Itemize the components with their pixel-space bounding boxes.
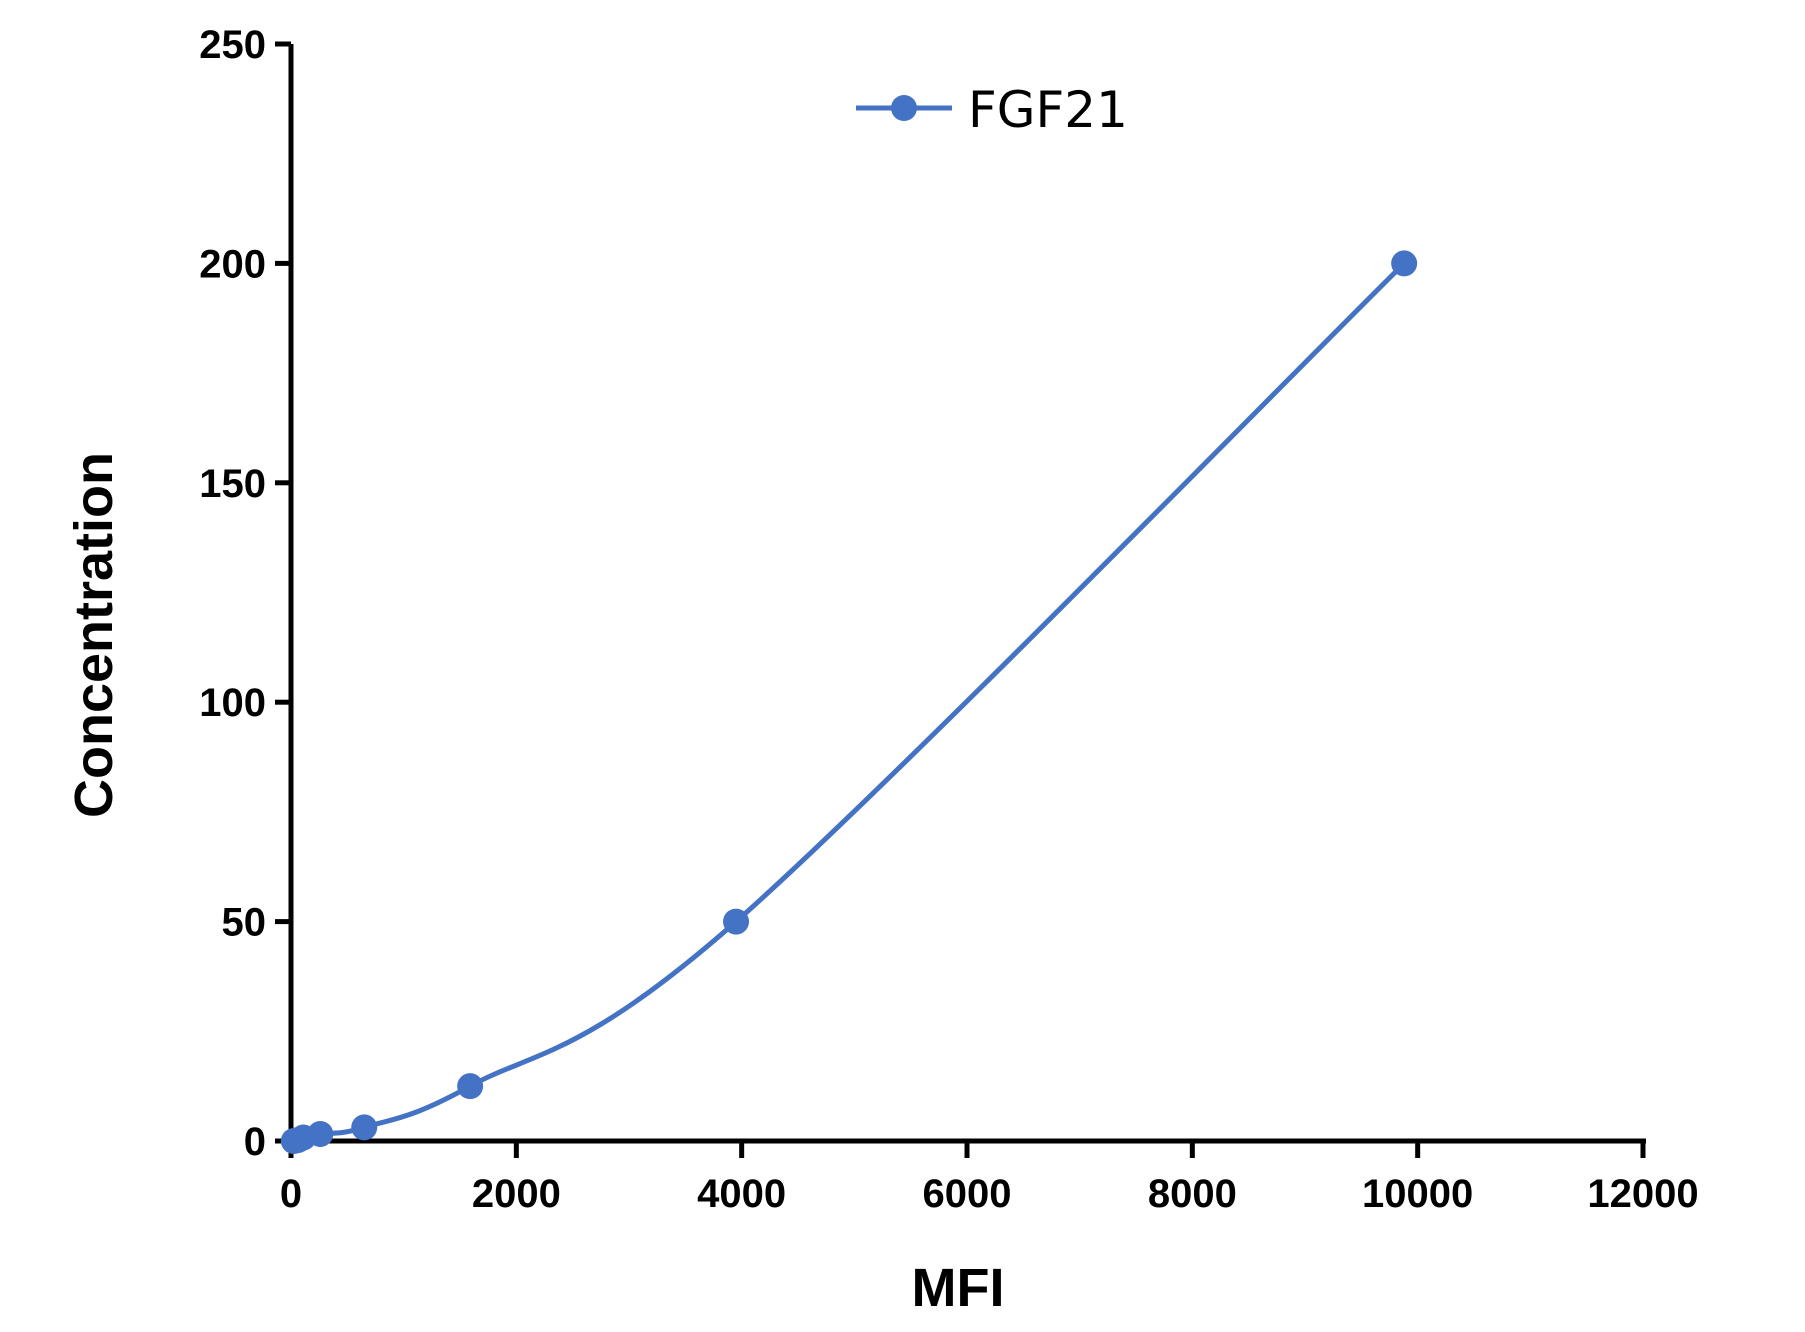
x-tick-label: 2000 bbox=[472, 1172, 561, 1216]
legend: FGF21 bbox=[856, 81, 1128, 139]
y-tick-label: 200 bbox=[199, 242, 266, 286]
x-tick-label: 10000 bbox=[1362, 1172, 1473, 1216]
y-tick-label: 0 bbox=[244, 1120, 266, 1164]
x-tick-label: 8000 bbox=[1148, 1172, 1237, 1216]
x-tick-label: 0 bbox=[280, 1172, 302, 1216]
x-tick-label: 12000 bbox=[1587, 1172, 1698, 1216]
data-point bbox=[1391, 250, 1418, 277]
y-tick-label: 150 bbox=[199, 462, 266, 506]
data-point bbox=[723, 908, 750, 935]
data-point bbox=[457, 1073, 484, 1100]
y-tick-label: 250 bbox=[199, 23, 266, 67]
data-point bbox=[351, 1114, 378, 1141]
legend-label-fgf21: FGF21 bbox=[968, 81, 1128, 139]
x-tick-label: 6000 bbox=[923, 1172, 1012, 1216]
y-tick-label: 100 bbox=[199, 681, 266, 725]
data-point bbox=[307, 1120, 334, 1147]
x-axis-ticks: 0 2000 4000 6000 8000 10000 12000 bbox=[280, 1141, 1699, 1216]
x-axis-title: MFI bbox=[912, 1258, 1005, 1318]
axes bbox=[288, 44, 1646, 1144]
y-axis-title: Concentration bbox=[64, 452, 124, 818]
series-line-fgf21 bbox=[291, 260, 1407, 1144]
y-tick-label: 50 bbox=[222, 901, 267, 945]
x-tick-label: 4000 bbox=[697, 1172, 786, 1216]
y-axis-ticks: 0 50 100 150 200 250 bbox=[199, 23, 291, 1164]
series-layer bbox=[280, 250, 1418, 1154]
legend-marker-swatch bbox=[891, 95, 917, 121]
